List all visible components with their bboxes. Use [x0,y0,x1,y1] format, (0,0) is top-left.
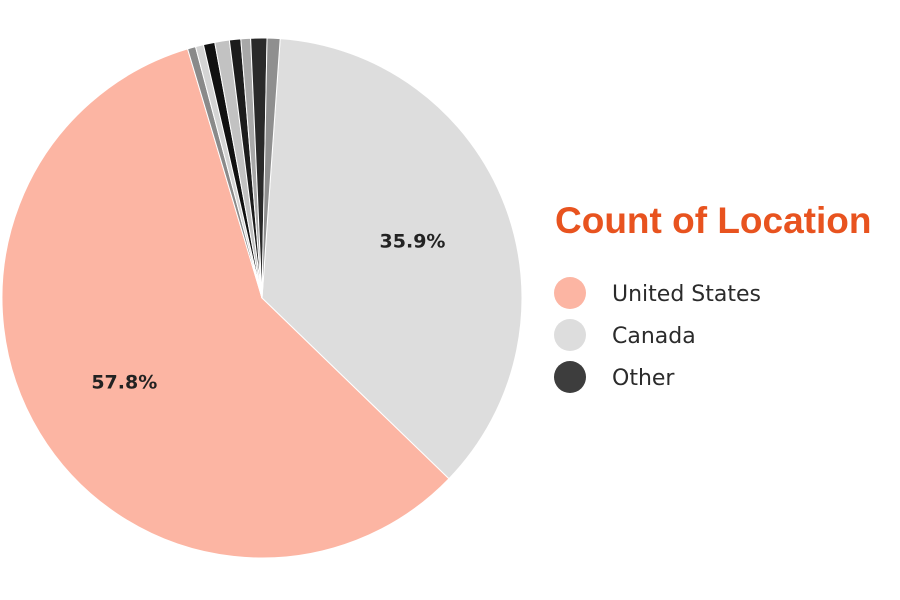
legend-swatch-united-states [554,277,586,309]
pie-slice-other-9 [261,37,281,299]
legend-title: Count of Location [555,200,872,241]
legend-label-other: Other [612,366,675,391]
pie-slices [1,37,523,559]
legend-swatch-other [554,361,586,393]
data-label-canada: 35.9% [380,230,446,252]
legend-label-canada: Canada [612,324,696,349]
legend-swatch-canada [554,319,586,351]
data-label-united-states: 57.8% [91,372,157,394]
legend-label-united-states: United States [612,282,761,307]
pie-slice-canada [261,38,523,480]
legend: Count of Location United States Canada O… [554,200,872,393]
pie-data-labels: 35.9% 57.8% [91,230,445,393]
pie-slice-united-states [1,48,450,559]
